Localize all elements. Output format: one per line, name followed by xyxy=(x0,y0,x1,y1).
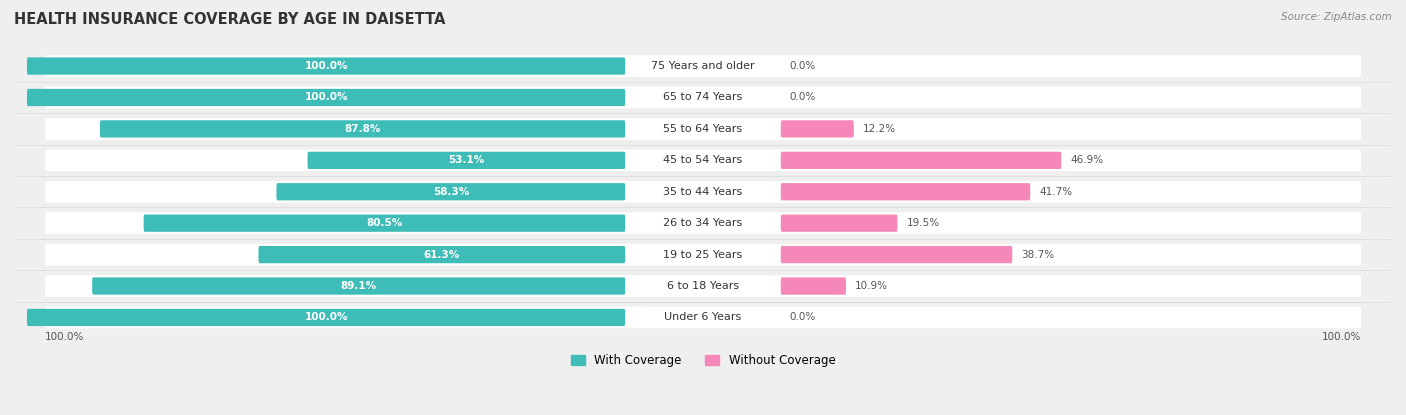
Text: 55 to 64 Years: 55 to 64 Years xyxy=(664,124,742,134)
FancyBboxPatch shape xyxy=(780,183,1031,200)
FancyBboxPatch shape xyxy=(45,149,1361,171)
Text: 45 to 54 Years: 45 to 54 Years xyxy=(664,155,742,165)
FancyBboxPatch shape xyxy=(45,275,1361,297)
FancyBboxPatch shape xyxy=(780,215,897,232)
Text: 61.3%: 61.3% xyxy=(423,249,460,260)
Text: 10.9%: 10.9% xyxy=(855,281,889,291)
Text: 12.2%: 12.2% xyxy=(863,124,896,134)
Text: 80.5%: 80.5% xyxy=(367,218,402,228)
Text: 0.0%: 0.0% xyxy=(790,93,815,103)
FancyBboxPatch shape xyxy=(45,244,1361,266)
Text: Under 6 Years: Under 6 Years xyxy=(665,312,741,322)
FancyBboxPatch shape xyxy=(45,307,1361,328)
Text: 46.9%: 46.9% xyxy=(1070,155,1104,165)
FancyBboxPatch shape xyxy=(100,120,626,137)
Text: 0.0%: 0.0% xyxy=(790,312,815,322)
Text: 100.0%: 100.0% xyxy=(304,312,347,322)
FancyBboxPatch shape xyxy=(780,246,1012,263)
Text: 19.5%: 19.5% xyxy=(907,218,939,228)
Text: 53.1%: 53.1% xyxy=(449,155,485,165)
Text: 6 to 18 Years: 6 to 18 Years xyxy=(666,281,740,291)
FancyBboxPatch shape xyxy=(27,309,626,326)
FancyBboxPatch shape xyxy=(780,277,846,295)
FancyBboxPatch shape xyxy=(27,89,626,106)
Text: 41.7%: 41.7% xyxy=(1039,187,1073,197)
FancyBboxPatch shape xyxy=(45,55,1361,77)
FancyBboxPatch shape xyxy=(93,277,626,295)
FancyBboxPatch shape xyxy=(45,87,1361,108)
Legend: With Coverage, Without Coverage: With Coverage, Without Coverage xyxy=(565,349,841,372)
FancyBboxPatch shape xyxy=(277,183,626,200)
FancyBboxPatch shape xyxy=(259,246,626,263)
Text: 100.0%: 100.0% xyxy=(1322,332,1361,342)
Text: Source: ZipAtlas.com: Source: ZipAtlas.com xyxy=(1281,12,1392,22)
Text: 100.0%: 100.0% xyxy=(45,332,84,342)
FancyBboxPatch shape xyxy=(780,152,1062,169)
FancyBboxPatch shape xyxy=(45,212,1361,234)
Text: 0.0%: 0.0% xyxy=(790,61,815,71)
FancyBboxPatch shape xyxy=(308,152,626,169)
Text: 89.1%: 89.1% xyxy=(340,281,377,291)
Text: 65 to 74 Years: 65 to 74 Years xyxy=(664,93,742,103)
FancyBboxPatch shape xyxy=(45,181,1361,203)
Text: 75 Years and older: 75 Years and older xyxy=(651,61,755,71)
FancyBboxPatch shape xyxy=(780,120,853,137)
Text: 38.7%: 38.7% xyxy=(1021,249,1054,260)
Text: HEALTH INSURANCE COVERAGE BY AGE IN DAISETTA: HEALTH INSURANCE COVERAGE BY AGE IN DAIS… xyxy=(14,12,446,27)
Text: 100.0%: 100.0% xyxy=(304,61,347,71)
Text: 100.0%: 100.0% xyxy=(304,93,347,103)
FancyBboxPatch shape xyxy=(143,215,626,232)
Text: 87.8%: 87.8% xyxy=(344,124,381,134)
Text: 58.3%: 58.3% xyxy=(433,187,470,197)
FancyBboxPatch shape xyxy=(45,118,1361,140)
FancyBboxPatch shape xyxy=(27,57,626,75)
Text: 35 to 44 Years: 35 to 44 Years xyxy=(664,187,742,197)
Text: 19 to 25 Years: 19 to 25 Years xyxy=(664,249,742,260)
Text: 26 to 34 Years: 26 to 34 Years xyxy=(664,218,742,228)
